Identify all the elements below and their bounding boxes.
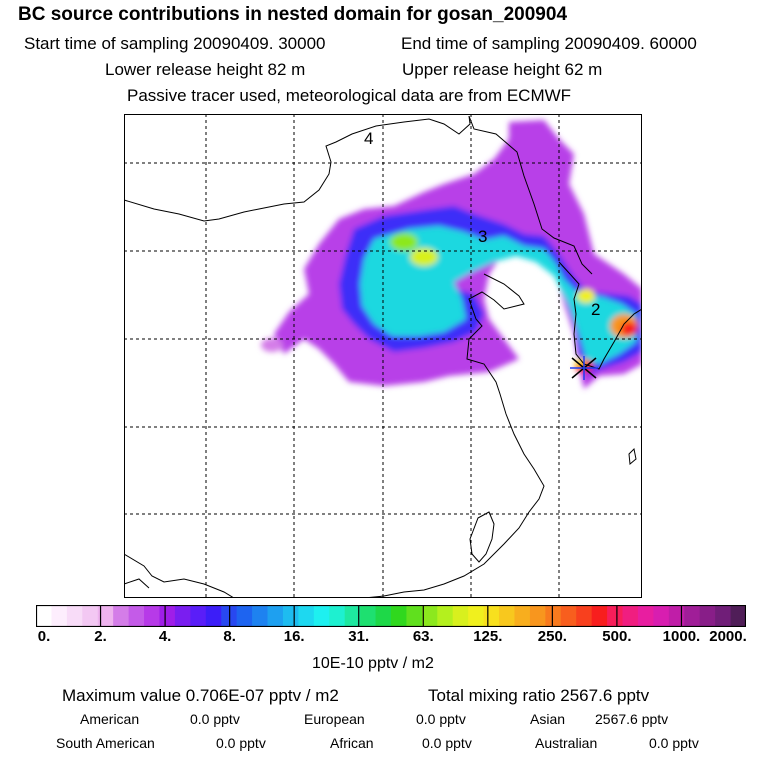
contribution-name: African — [330, 735, 374, 751]
colorbar-tick-label: 250. — [537, 628, 567, 645]
region-label-4: 4 — [364, 129, 373, 148]
start-time-label: Start time of sampling 20090409. 30000 — [24, 34, 326, 53]
coastlines — [124, 115, 642, 598]
colorbar — [36, 605, 746, 627]
colorbar-cell — [637, 605, 654, 627]
colorbar-cell — [421, 605, 438, 627]
contribution-value: 0.0 pptv — [422, 735, 472, 751]
colorbar-cell — [205, 605, 222, 627]
tracer-info-label: Passive tracer used, meteorological data… — [127, 86, 572, 105]
colorbar-cell — [375, 605, 392, 627]
contribution-value: 0.0 pptv — [416, 711, 466, 727]
end-time-label: End time of sampling 20090409. 60000 — [401, 34, 697, 53]
plume-core-yellow-east — [577, 289, 595, 303]
colorbar-cell — [622, 605, 639, 627]
colorbar-cell — [668, 605, 685, 627]
colorbar-cell — [36, 605, 53, 627]
colorbar-cell — [499, 605, 516, 627]
colorbar-cell — [174, 605, 191, 627]
colorbar-cell — [128, 605, 145, 627]
concentration-plume — [261, 120, 642, 389]
contribution-value: 0.0 pptv — [216, 735, 266, 751]
contribution-value: 2567.6 pptv — [595, 711, 669, 727]
colorbar-cell — [406, 605, 423, 627]
colorbar-cell — [452, 605, 469, 627]
colorbar-cell — [82, 605, 99, 627]
maximum-value: Maximum value 0.706E-07 pptv / m2 — [62, 686, 339, 705]
map-frame — [124, 114, 642, 598]
colorbar-cell — [545, 605, 562, 627]
colorbar-cell — [298, 605, 315, 627]
figure-title: BC source contributions in nested domain… — [18, 4, 568, 25]
contribution-name: Australian — [535, 735, 598, 751]
colorbar-cell — [236, 605, 253, 627]
colorbar-cell — [360, 605, 377, 627]
colorbar-cell — [144, 605, 161, 627]
region-label-2: 2 — [591, 300, 600, 319]
lower-release-label: Lower release height 82 m — [105, 60, 306, 79]
colorbar-tick-label: 2000. — [709, 628, 747, 645]
colorbar-cell — [437, 605, 454, 627]
colorbar-cell — [607, 605, 624, 627]
contribution-value: 0.0 pptv — [649, 735, 699, 751]
colorbar-unit: 10E-10 pptv / m2 — [312, 655, 434, 672]
colorbar-tick-label: 1000. — [662, 628, 701, 645]
total-mixing-ratio: Total mixing ratio 2567.6 pptv — [428, 686, 650, 705]
colorbar-tick-label: 125. — [473, 628, 503, 645]
colorbar-tick-label: 8. — [223, 628, 236, 645]
colorbar-cell — [391, 605, 408, 627]
colorbar-tick-label: 16. — [283, 628, 305, 645]
colorbar-cell — [329, 605, 346, 627]
colorbar-cell — [282, 605, 299, 627]
plume-spot-west — [261, 338, 283, 352]
colorbar-cell — [715, 605, 732, 627]
colorbar-tick-label: 2. — [94, 628, 107, 645]
colorbar-tick-label: 500. — [602, 628, 632, 645]
colorbar-tick-label: 63. — [412, 628, 434, 645]
plume-core-yellow-south — [575, 358, 585, 366]
colorbar-tick-label: 0. — [37, 628, 51, 645]
receptor-marker — [570, 356, 598, 380]
upper-release-label: Upper release height 62 m — [402, 60, 603, 79]
contribution-name: European — [304, 711, 365, 727]
colorbar-cell — [591, 605, 608, 627]
colorbar-cell — [267, 605, 284, 627]
colorbar-cell — [468, 605, 485, 627]
colorbar-cell — [514, 605, 531, 627]
plume-core-red-east — [621, 322, 637, 336]
colorbar-cell — [576, 605, 593, 627]
colorbar-cell — [51, 605, 68, 627]
colorbar-cell — [344, 605, 361, 627]
plume-core-yellow — [410, 248, 438, 266]
colorbar-cell — [529, 605, 546, 627]
plume-core-green — [390, 233, 418, 251]
contribution-name: American — [80, 711, 140, 727]
colorbar-cell — [653, 605, 670, 627]
colorbar-tick-label: 31. — [348, 628, 370, 645]
colorbar-cell — [699, 605, 716, 627]
contribution-name: South American — [56, 735, 155, 751]
colorbar-cell — [483, 605, 500, 627]
colorbar-cell — [684, 605, 701, 627]
colorbar-cell — [66, 605, 83, 627]
contribution-name: Asian — [530, 711, 566, 727]
colorbar-cell — [560, 605, 577, 627]
colorbar-cell — [159, 605, 176, 627]
map-panel: 4 3 2 — [124, 114, 642, 598]
colorbar-cell — [730, 605, 746, 627]
colorbar-cell — [190, 605, 207, 627]
grid-lines — [124, 114, 642, 598]
region-label-3: 3 — [478, 227, 487, 246]
contribution-value: 0.0 pptv — [190, 711, 240, 727]
colorbar-cell — [97, 605, 114, 627]
colorbar-tick-label: 4. — [158, 628, 172, 645]
colorbar-cell — [252, 605, 269, 627]
colorbar-cell — [313, 605, 330, 627]
colorbar-cell — [113, 605, 130, 627]
